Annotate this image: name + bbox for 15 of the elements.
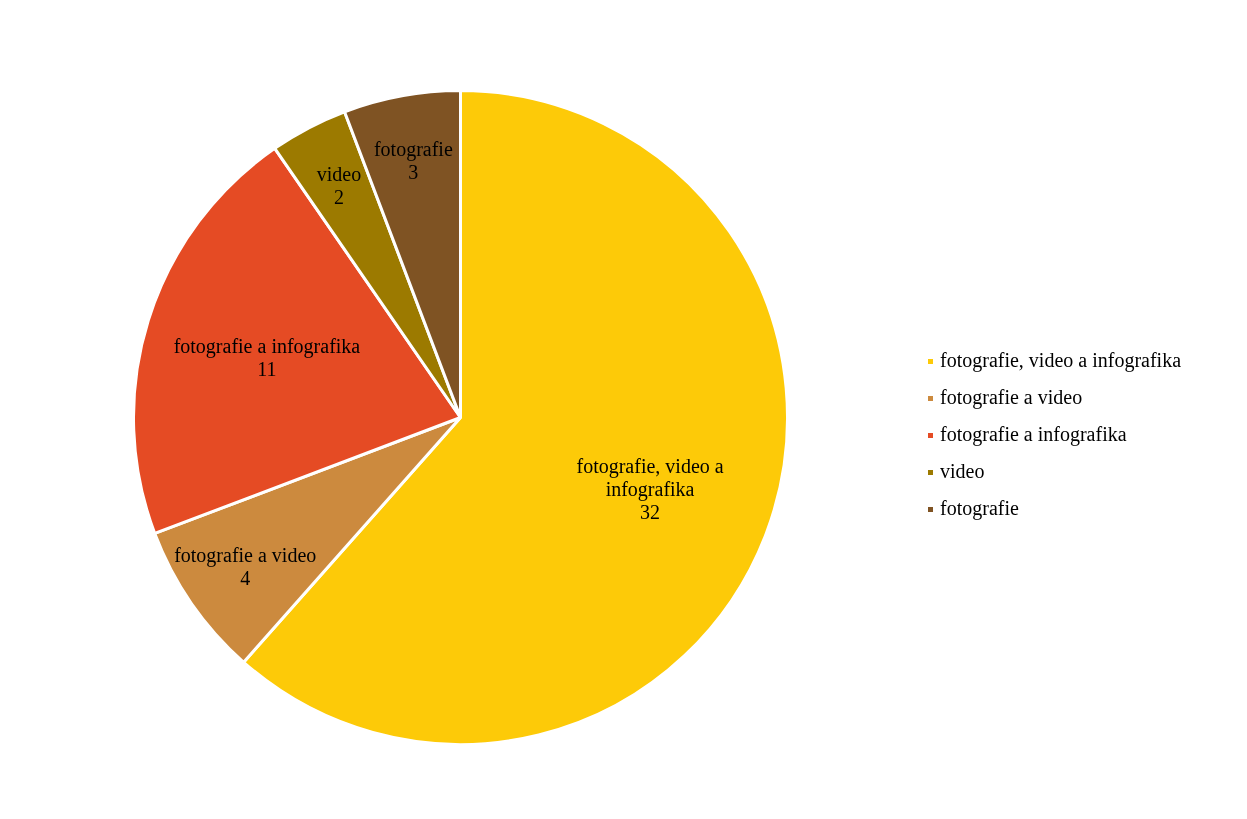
data-label: 11	[257, 357, 277, 380]
legend-label: fotografie a infografika	[940, 423, 1127, 446]
data-label: 4	[240, 566, 251, 589]
slice-label: fotografie a infografika	[173, 334, 361, 358]
legend-label: fotografie	[940, 497, 1019, 520]
slice-label: fotografie a video	[174, 543, 317, 567]
legend-label: fotografie, video a infografika	[940, 349, 1182, 372]
legend-label: video	[940, 460, 985, 483]
slice-label: fotografie	[373, 137, 453, 161]
data-label: 3	[408, 160, 419, 183]
slice-label: video	[316, 163, 362, 186]
legend-label: fotografie a video	[940, 386, 1083, 409]
slice-label: fotografie, video a infografika	[576, 455, 724, 502]
data-label: 2	[333, 186, 344, 209]
data-label: 32	[640, 501, 661, 524]
